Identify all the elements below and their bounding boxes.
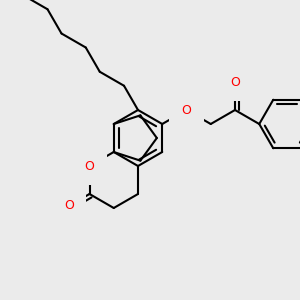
Text: O: O — [230, 76, 240, 88]
Text: O: O — [64, 200, 74, 212]
Text: O: O — [182, 103, 191, 116]
Text: O: O — [85, 160, 94, 172]
